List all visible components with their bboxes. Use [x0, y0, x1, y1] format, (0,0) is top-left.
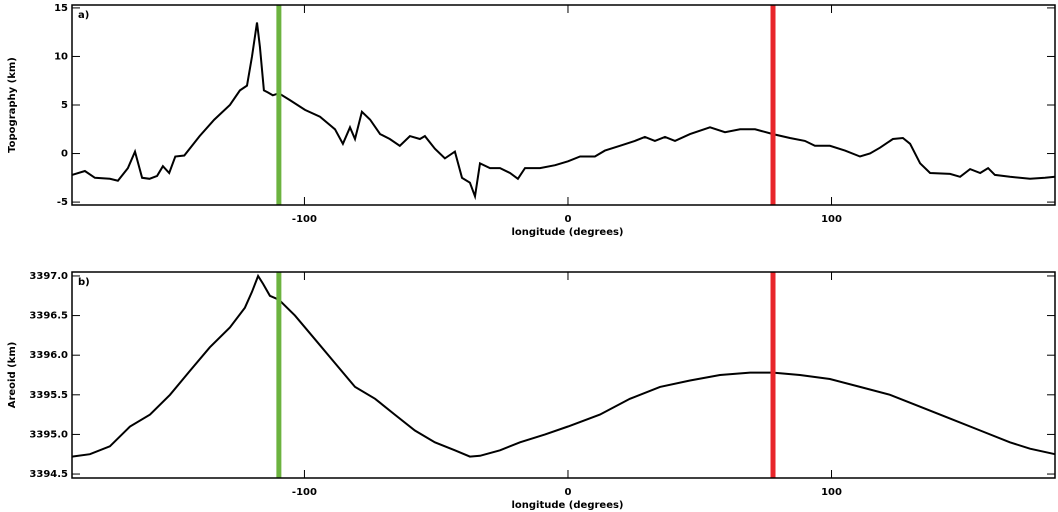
y-axis-label: Topography (km) [7, 57, 18, 153]
panel-label: a) [78, 10, 89, 21]
y-tick-label: 15 [54, 3, 68, 14]
y-tick-label: -5 [57, 197, 68, 208]
y-tick-label: 5 [61, 100, 68, 111]
x-axis-label: longitude (degrees) [511, 500, 623, 511]
y-tick-label: 3395.0 [29, 429, 68, 440]
x-tick-label: 0 [564, 214, 571, 225]
x-tick-label: 100 [821, 214, 842, 225]
y-tick-label: 3396.5 [29, 311, 68, 322]
x-tick-label: 0 [564, 487, 571, 498]
data-line [71, 273, 1056, 458]
x-tick-label: -100 [292, 487, 317, 498]
y-axis-label: Areoid (km) [7, 342, 18, 409]
x-tick-label: 100 [821, 487, 842, 498]
panel-label: b) [78, 277, 90, 288]
y-tick-label: 3395.5 [29, 390, 68, 401]
data-line [71, 22, 1056, 201]
plot-frame [71, 4, 1056, 206]
x-tick-label: -100 [292, 214, 317, 225]
y-tick-label: 0 [61, 149, 68, 160]
y-tick-label: 3397.0 [29, 271, 68, 282]
x-axis-label: longitude (degrees) [511, 227, 623, 238]
y-tick-label: 10 [54, 51, 68, 62]
plot-frame [71, 271, 1056, 479]
y-tick-label: 3396.0 [29, 350, 68, 361]
y-tick-label: 3394.5 [29, 469, 68, 480]
